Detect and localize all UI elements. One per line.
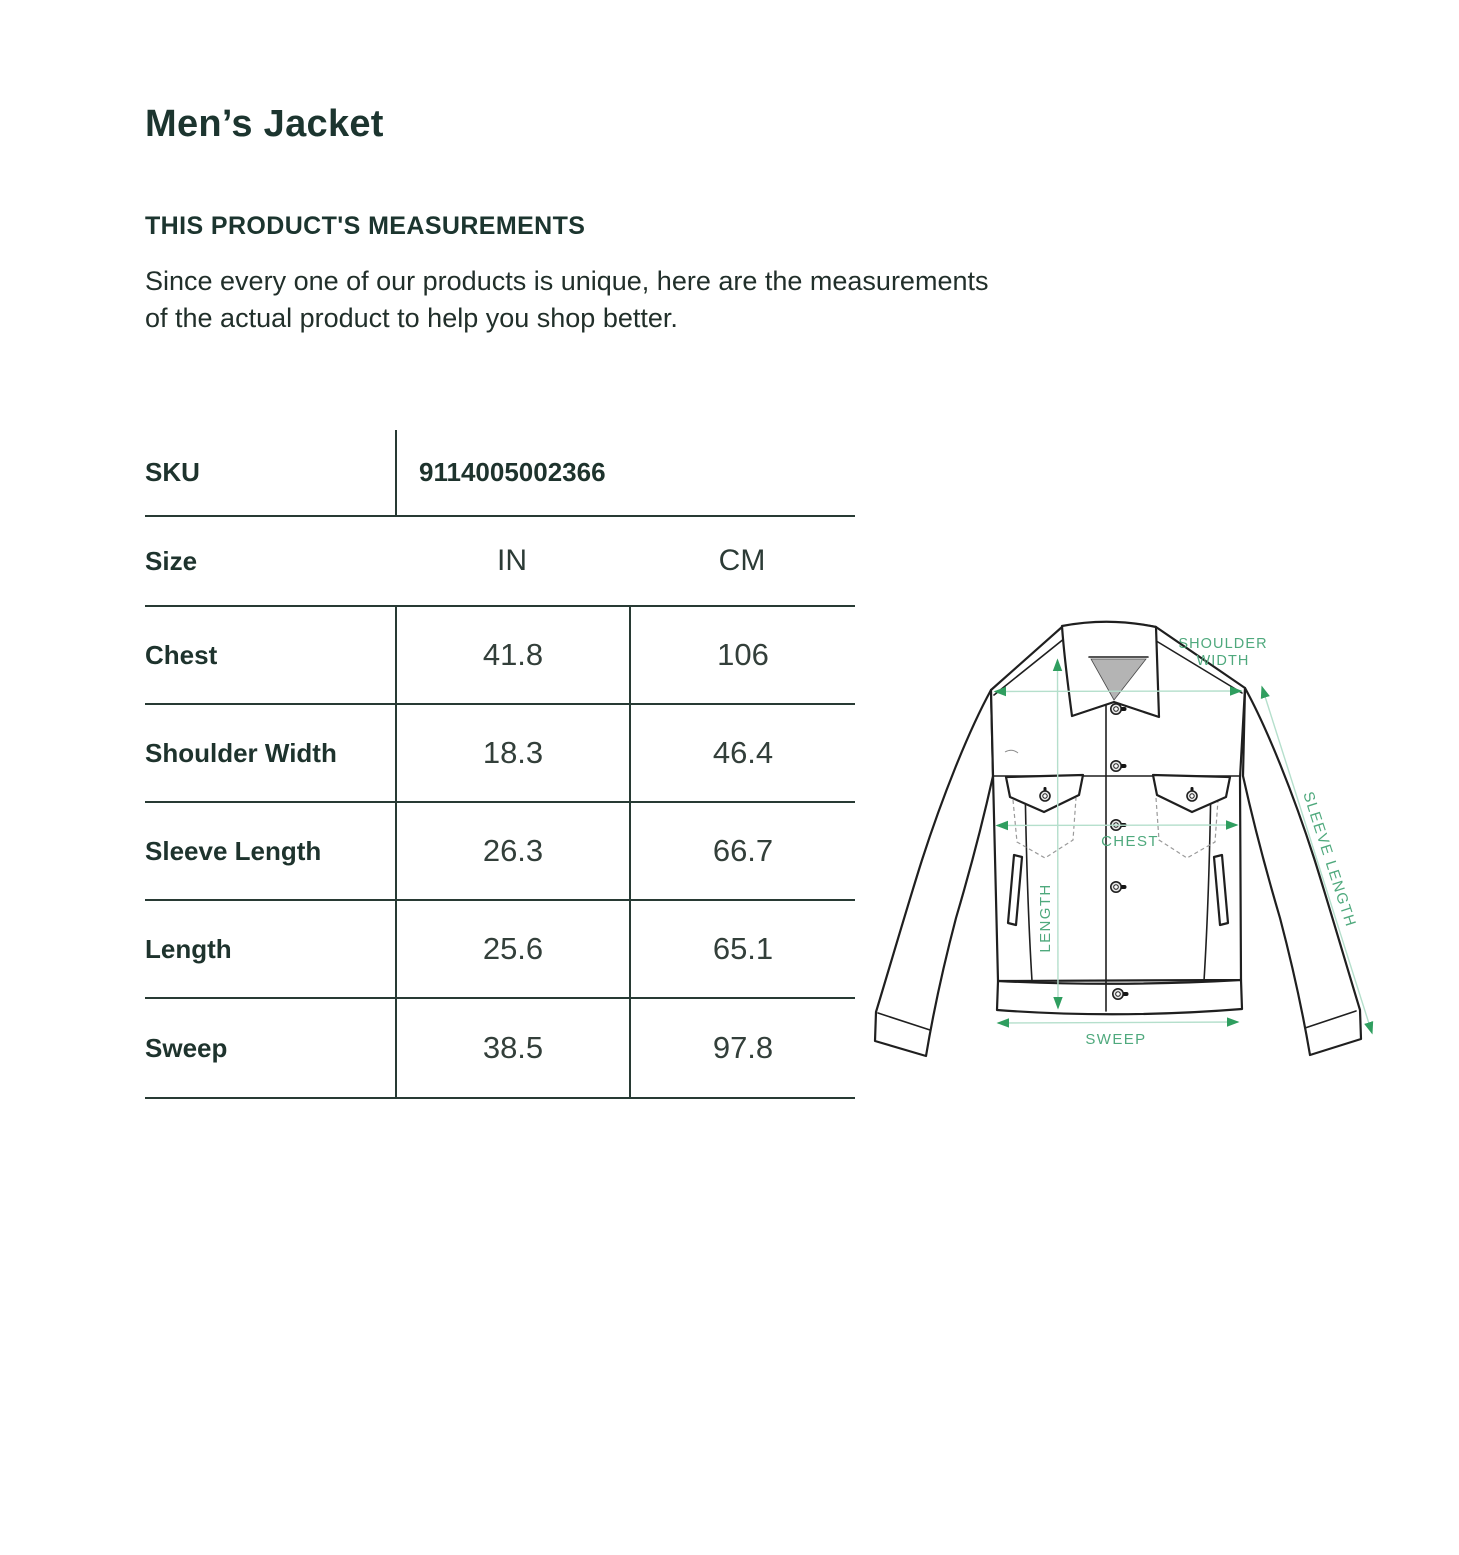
column-header-cm: CM	[718, 544, 766, 577]
sweep-label: SWEEP	[1085, 1031, 1146, 1048]
row-value-in: 38.5	[395, 999, 629, 1097]
shoulder-width-label-line1: SHOULDER	[1178, 636, 1267, 652]
row-label: Chest	[145, 639, 218, 670]
row-value-cm: 66.7	[629, 803, 855, 899]
row-value-in: 26.3	[395, 803, 629, 899]
sku-label: SKU	[145, 457, 200, 487]
shoulder-width-arrow	[993, 686, 1243, 697]
sku-value: 9114005002366	[395, 430, 855, 515]
row-value-in: 18.3	[395, 705, 629, 801]
sleeve-length-arrow	[1260, 685, 1374, 1035]
row-label: Sleeve Length	[145, 835, 322, 866]
sweep-arrow	[996, 1017, 1240, 1028]
row-label: Sweep	[145, 1032, 228, 1063]
jacket-collar	[1060, 620, 1161, 719]
jacket-measurement-diagram: SHOULDER WIDTH CHEST LENGTH SWEEP SLEEVE…	[873, 620, 1374, 1058]
length-arrow	[1052, 658, 1063, 1010]
table-row-sku: SKU 9114005002366	[145, 430, 855, 517]
measurements-table: SKU 9114005002366 Size IN CM Chest 41.8 …	[145, 430, 855, 1099]
description-line-2: of the actual product to help you shop b…	[145, 303, 678, 333]
measurements-heading: THIS PRODUCT'S MEASUREMENTS	[145, 212, 586, 240]
row-value-cm: 65.1	[629, 901, 855, 997]
row-label: Shoulder Width	[145, 737, 337, 768]
row-label: Length	[145, 933, 232, 964]
row-value-cm: 106	[629, 607, 855, 703]
chest-label: CHEST	[1101, 833, 1159, 850]
row-value-cm: 46.4	[629, 705, 855, 801]
table-row: Length 25.6 65.1	[145, 901, 855, 999]
table-row: Chest 41.8 106	[145, 607, 855, 705]
table-row-size-header: Size IN CM	[145, 517, 855, 607]
table-row: Shoulder Width 18.3 46.4	[145, 705, 855, 803]
row-value-in: 25.6	[395, 901, 629, 997]
chest-arrow	[995, 820, 1239, 831]
welt-pocket-right	[1212, 853, 1230, 927]
shoulder-width-label-line2: WIDTH	[1196, 653, 1249, 669]
column-header-in: IN	[497, 544, 527, 577]
description-line-1: Since every one of our products is uniqu…	[145, 266, 989, 296]
row-value-in: 41.8	[395, 607, 629, 703]
size-label: Size	[145, 545, 198, 576]
page-title: Men’s Jacket	[145, 103, 384, 145]
welt-pocket-left	[1006, 853, 1024, 927]
row-value-cm: 97.8	[629, 999, 855, 1097]
length-label: LENGTH	[1037, 883, 1054, 952]
table-row: Sweep 38.5 97.8	[145, 999, 855, 1099]
measurements-description: Since every one of our products is uniqu…	[145, 263, 988, 337]
table-row: Sleeve Length 26.3 66.7	[145, 803, 855, 901]
